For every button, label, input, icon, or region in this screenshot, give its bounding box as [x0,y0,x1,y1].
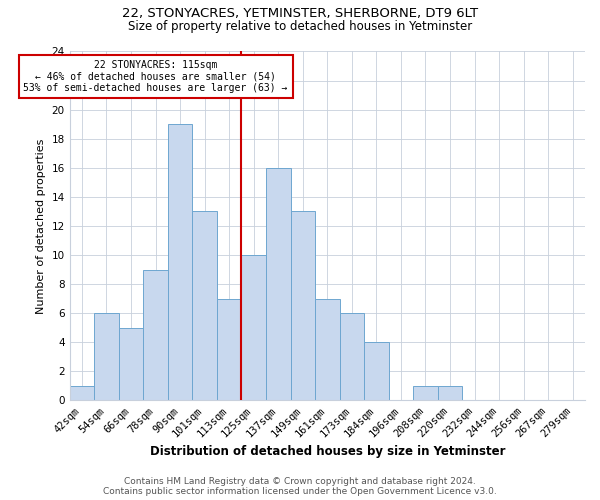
Bar [217,298,241,400]
Text: 22 STONYACRES: 115sqm
← 46% of detached houses are smaller (54)
53% of semi-deta: 22 STONYACRES: 115sqm ← 46% of detached … [23,60,288,94]
Bar [340,313,364,400]
Bar [241,255,266,400]
X-axis label: Distribution of detached houses by size in Yetminster: Distribution of detached houses by size … [149,444,505,458]
Bar [143,270,168,400]
Bar [438,386,463,400]
Bar [290,212,315,400]
Bar [193,212,217,400]
Bar [315,298,340,400]
Text: 22, STONYACRES, YETMINSTER, SHERBORNE, DT9 6LT: 22, STONYACRES, YETMINSTER, SHERBORNE, D… [122,8,478,20]
Bar [413,386,438,400]
Bar [94,313,119,400]
Bar [364,342,389,400]
Bar [168,124,193,400]
Bar [70,386,94,400]
Text: Size of property relative to detached houses in Yetminster: Size of property relative to detached ho… [128,20,472,33]
Bar [266,168,290,400]
Bar [119,328,143,400]
Text: Contains public sector information licensed under the Open Government Licence v3: Contains public sector information licen… [103,487,497,496]
Y-axis label: Number of detached properties: Number of detached properties [36,138,46,314]
Text: Contains HM Land Registry data © Crown copyright and database right 2024.: Contains HM Land Registry data © Crown c… [124,477,476,486]
